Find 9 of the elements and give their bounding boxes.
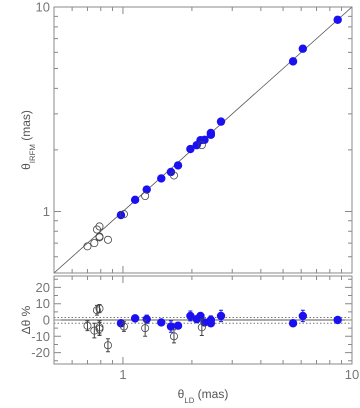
y-tick-label: 10 bbox=[36, 0, 50, 14]
y-axis-title: Δθ % bbox=[19, 305, 33, 334]
y-tick-label: -10 bbox=[31, 328, 50, 344]
y-tick-label: -20 bbox=[31, 345, 50, 360]
y-tick-label: 10 bbox=[36, 296, 50, 312]
y-tick-label: 20 bbox=[36, 280, 50, 295]
y-tick-label: 1 bbox=[42, 204, 50, 219]
y-tick-label: 0 bbox=[42, 312, 50, 328]
x-axis-title: θ$_{LD}$ (mas) bbox=[178, 387, 228, 404]
